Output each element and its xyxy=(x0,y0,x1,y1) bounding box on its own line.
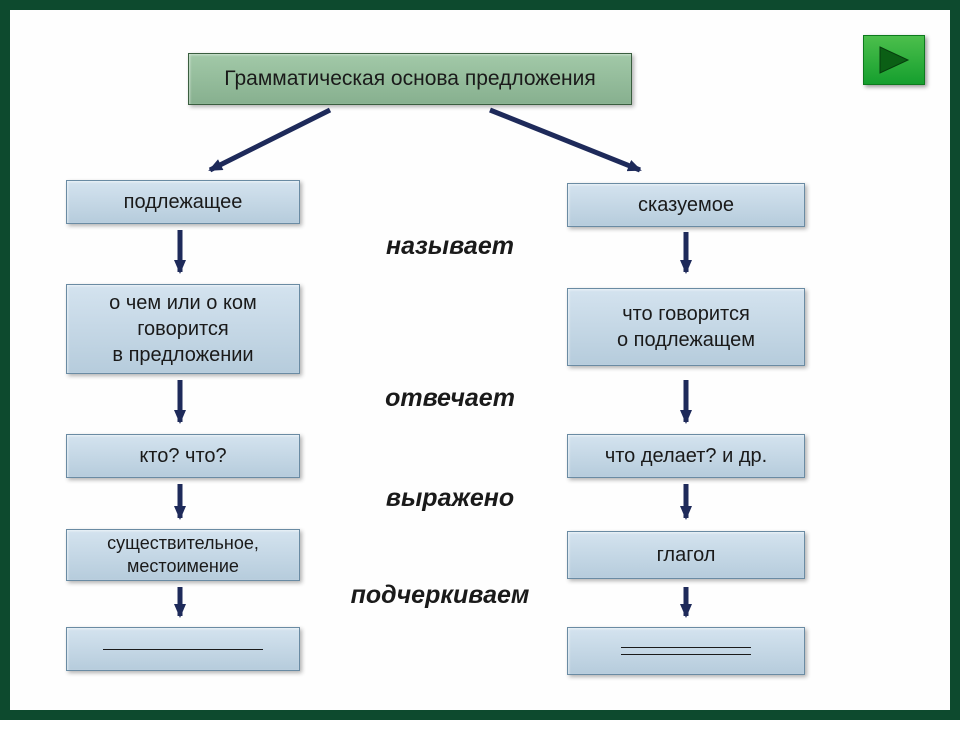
left-describes-box: о чем или о ком говорится в предложении xyxy=(66,284,300,374)
right-answers-label: что делает? и др. xyxy=(605,443,767,469)
left-answers-box: кто? что? xyxy=(66,434,300,478)
right-describes-label: что говорится о подлежащем xyxy=(617,301,755,353)
right-head-label: сказуемое xyxy=(638,192,734,218)
right-describes-box: что говорится о подлежащем xyxy=(567,288,805,366)
right-answers-box: что делает? и др. xyxy=(567,434,805,478)
left-head-label: подлежащее xyxy=(124,189,243,215)
left-describes-label: о чем или о ком говорится в предложении xyxy=(109,290,257,368)
center-label-2: отвечает xyxy=(350,384,550,413)
center-label-4: подчеркиваем xyxy=(310,581,570,610)
left-expressed-label: существительное, местоимение xyxy=(107,532,259,579)
center-label-1: называет xyxy=(350,232,550,261)
center-label-3: выражено xyxy=(350,484,550,513)
left-expressed-box: существительное, местоимение xyxy=(66,529,300,581)
slide-frame: Грамматическая основа предложения подлеж… xyxy=(0,0,960,720)
right-expressed-box: глагол xyxy=(567,531,805,579)
right-head-box: сказуемое xyxy=(567,183,805,227)
left-answers-label: кто? что? xyxy=(139,443,226,469)
left-underline-box xyxy=(66,627,300,671)
right-expressed-label: глагол xyxy=(657,542,716,568)
left-head-box: подлежащее xyxy=(66,180,300,224)
right-underline-box xyxy=(567,627,805,675)
